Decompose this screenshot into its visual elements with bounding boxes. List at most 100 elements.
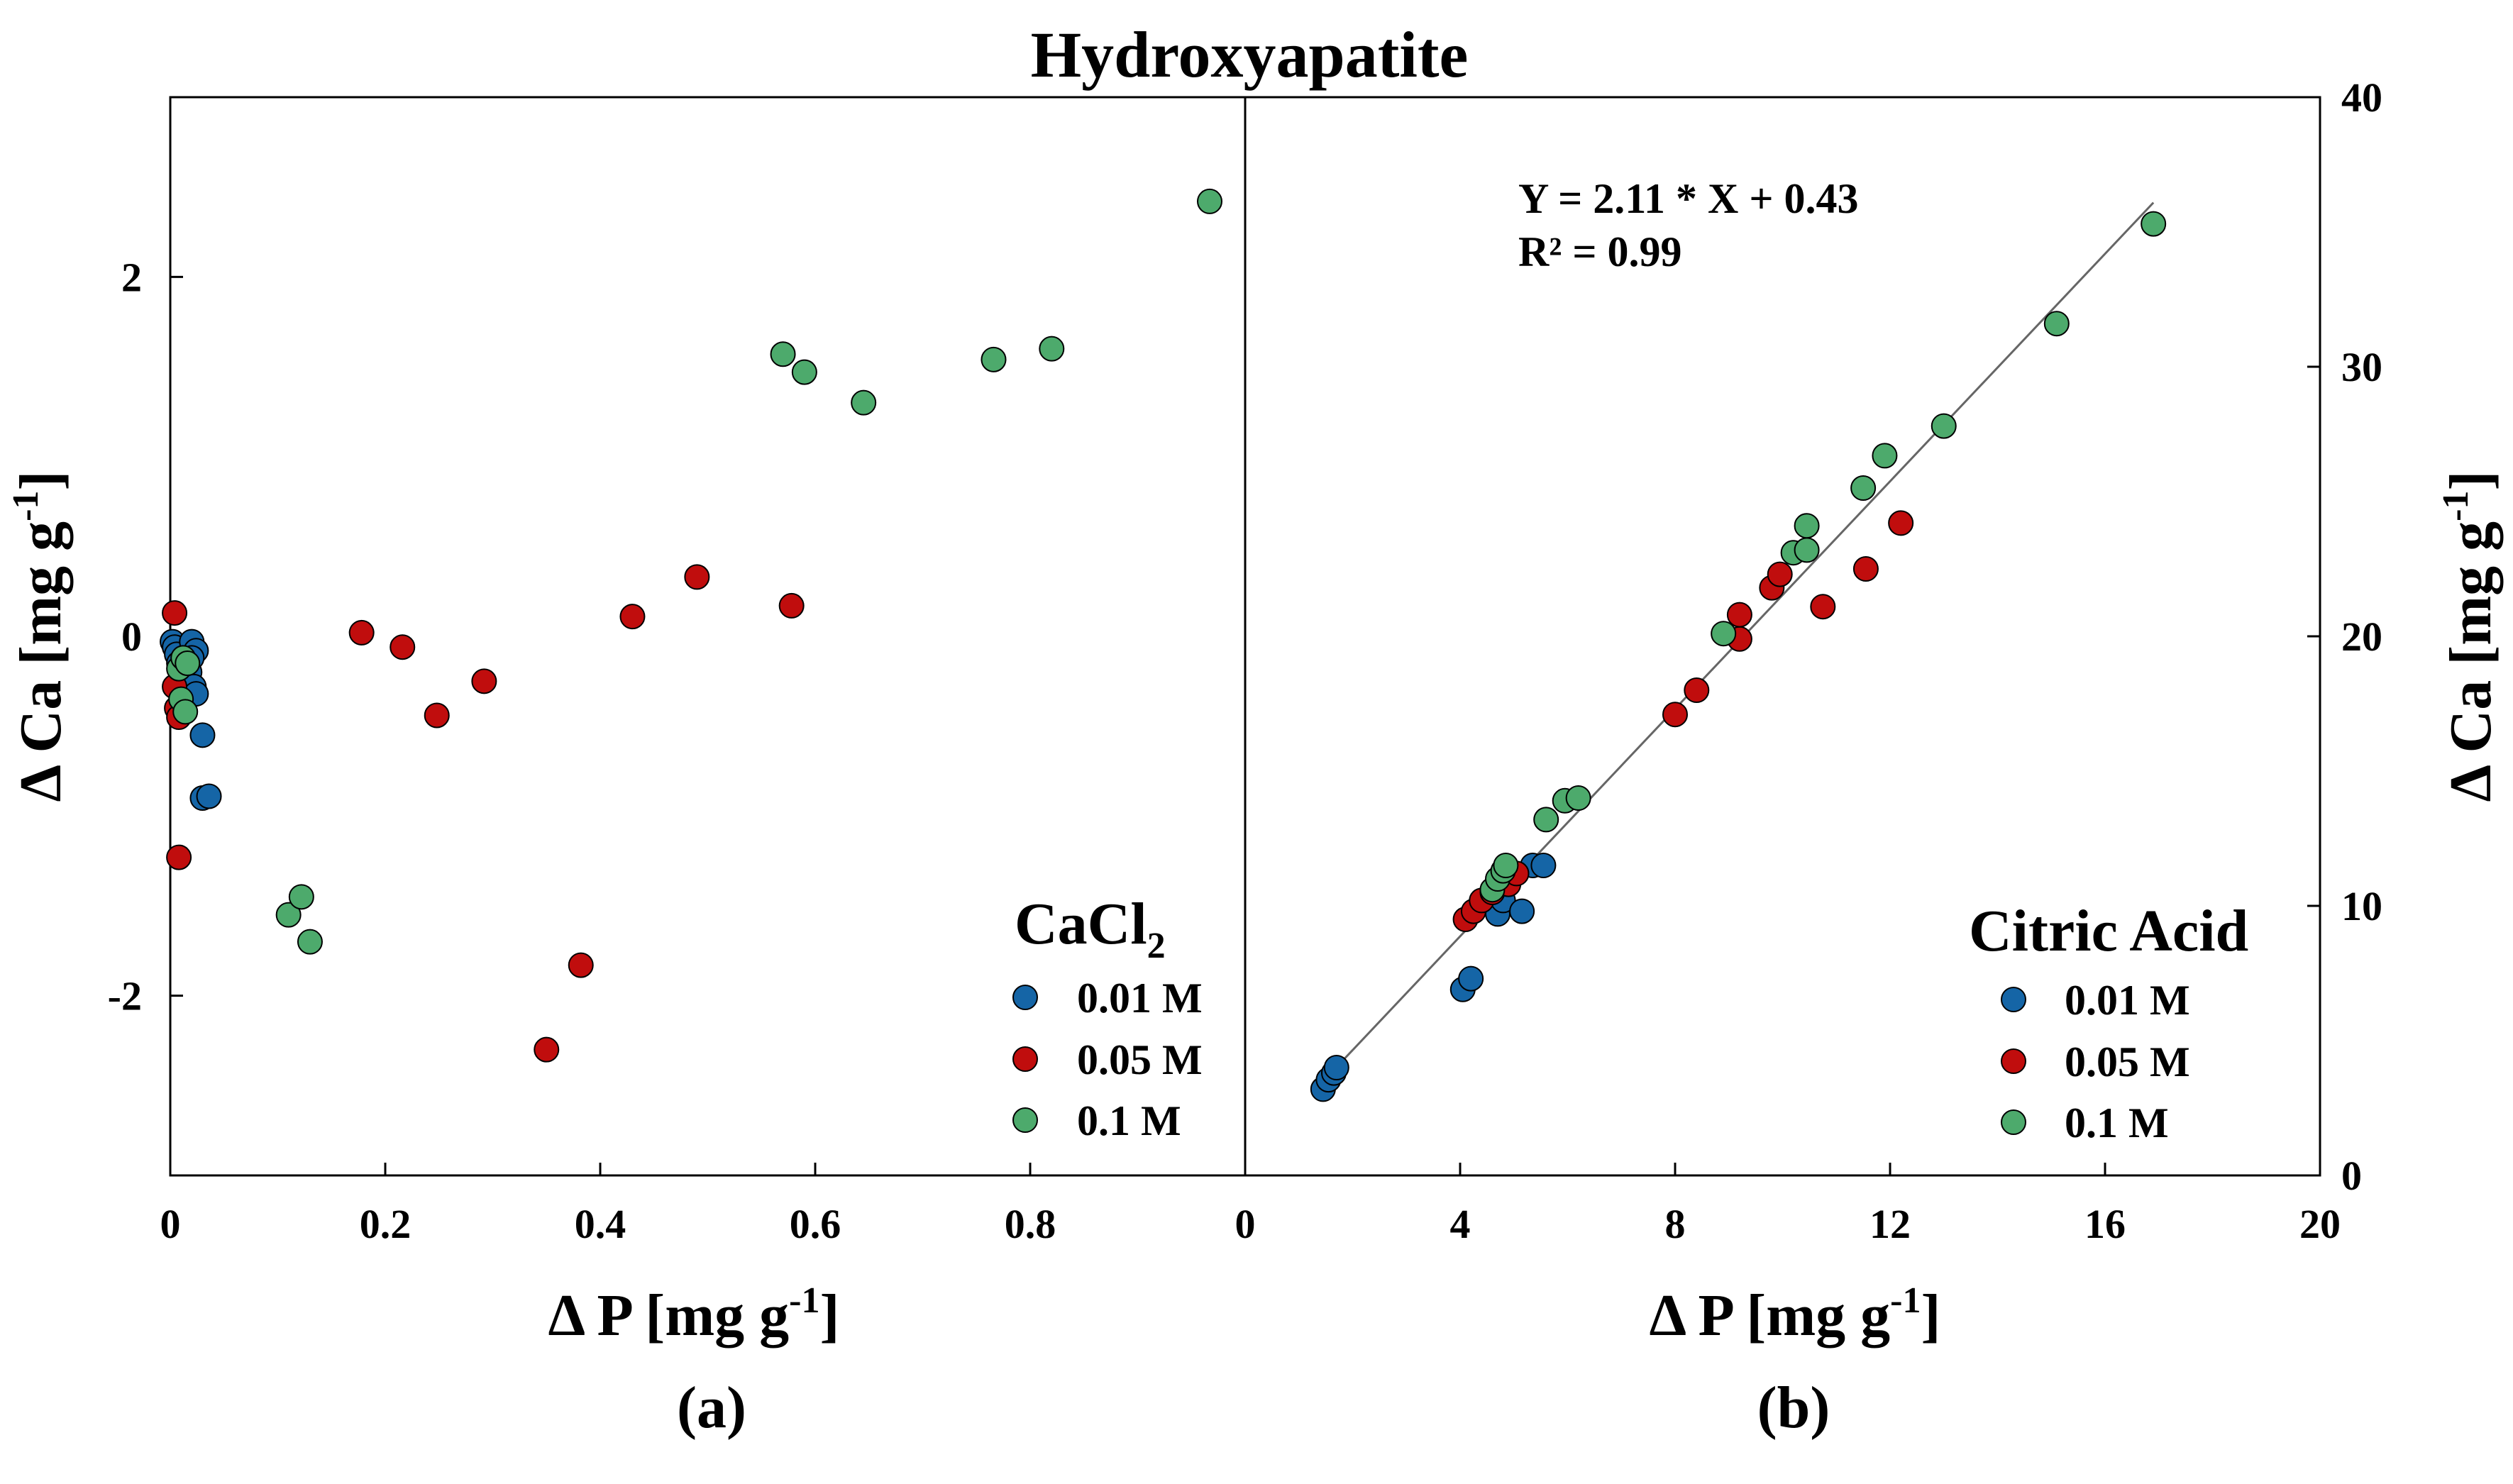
- data-point-0.05m: [568, 952, 594, 978]
- x-tick-label: 0.4: [575, 1201, 626, 1247]
- regression-r-squared: R² = 0.99: [1518, 228, 1682, 275]
- panel-a-xlabel-end: ]: [820, 1283, 840, 1349]
- data-point-0.05m: [1852, 556, 1879, 582]
- data-point-0.1m: [175, 650, 201, 676]
- data-point-0.01m: [1323, 1055, 1349, 1080]
- x-tick-label: 0: [160, 1201, 181, 1247]
- panel-a-ticks: 0 0.2 0.4 0.6 0.8 -2 0 2: [108, 254, 1056, 1247]
- x-tick-label: 20: [2299, 1201, 2341, 1247]
- x-tick-label: 12: [1869, 1201, 1911, 1247]
- legend-cacl2-title-sub: 2: [1147, 926, 1166, 966]
- data-point-0.1m: [288, 884, 314, 910]
- legend-cacl2-label-0.05: 0.05 M: [1077, 1036, 1203, 1083]
- data-point-0.05m: [1888, 510, 1914, 536]
- figure-title: Hydroxyapatite: [1031, 18, 1469, 91]
- data-point-0.1m: [2043, 311, 2070, 337]
- x-tick-label: 16: [2084, 1201, 2126, 1247]
- legend-cacl2-label-0.01: 0.01 M: [1077, 975, 1203, 1021]
- panel-a-xlabel-main: Δ P [mg g: [548, 1283, 790, 1349]
- panel-b-points: [1310, 211, 2167, 1102]
- data-point-0.1m: [297, 929, 323, 955]
- data-point-0.1m: [791, 359, 817, 385]
- y-tick-label: 2: [121, 254, 142, 300]
- data-point-0.05m: [1662, 702, 1688, 728]
- y-tick-label: 10: [2341, 883, 2382, 929]
- legend-cacl2-marker-0.05: [1012, 1046, 1038, 1072]
- panel-a-ylabel-sup: -1: [6, 491, 46, 521]
- data-point-0.05m: [162, 600, 188, 626]
- data-point-0.1m: [981, 346, 1007, 372]
- data-point-0.05m: [778, 592, 805, 619]
- x-tick-label: 8: [1665, 1201, 1686, 1247]
- legend-citric-marker-0.05: [2001, 1048, 2026, 1074]
- data-point-0.1m: [275, 902, 302, 928]
- panel-a-ylabel-main: Δ Ca [mg g: [8, 521, 74, 802]
- data-point-0.1m: [770, 341, 796, 367]
- data-point-0.1m: [1565, 785, 1591, 811]
- data-point-0.1m: [1711, 621, 1737, 647]
- panel-b-ylabel-main: Δ Ca [mg g: [2438, 521, 2504, 802]
- y-tick-label: 0: [121, 614, 142, 660]
- data-point-0.1m: [2141, 211, 2167, 237]
- data-point-0.1m: [1794, 513, 1820, 539]
- y-tick-label: -2: [108, 973, 142, 1019]
- y-tick-label: 0: [2341, 1153, 2362, 1199]
- legend-citric-label-0.1: 0.1 M: [2065, 1100, 2169, 1146]
- axes-frame: [169, 96, 2321, 1177]
- panel-b-ylabel-end: ]: [2438, 471, 2504, 491]
- panel-b-xlabel: Δ P [mg g-1]: [1650, 1280, 1941, 1349]
- panel-b-xlabel-main: Δ P [mg g: [1650, 1283, 1891, 1349]
- y-tick-label: 20: [2341, 614, 2382, 660]
- panel-b-xlabel-end: ]: [1921, 1283, 1941, 1349]
- x-tick-label: 4: [1450, 1201, 1471, 1247]
- data-point-0.1m: [172, 699, 199, 725]
- legend-cacl2: CaCl2 0.01 M 0.05 M 0.1 M: [1012, 891, 1203, 1144]
- data-point-0.1m: [1197, 188, 1223, 214]
- panel-a-ylabel: Δ Ca [mg g-1]: [6, 471, 74, 802]
- x-tick-label: 0.2: [360, 1201, 412, 1247]
- data-point-0.01m: [189, 722, 216, 748]
- data-point-0.05m: [619, 604, 646, 630]
- legend-citric-title: Citric Acid: [1969, 898, 2248, 964]
- data-point-0.05m: [390, 634, 416, 660]
- panel-b-ylabel: Δ Ca [mg g-1]: [2436, 471, 2504, 802]
- panel-a-points: [160, 188, 1223, 1063]
- panel-b-label: (b): [1757, 1375, 1830, 1441]
- legend-cacl2-marker-0.1: [1012, 1107, 1038, 1133]
- data-point-0.1m: [1039, 336, 1065, 362]
- legend-citric-acid: Citric Acid 0.01 M 0.05 M 0.1 M: [1969, 898, 2248, 1146]
- data-point-0.1m: [1794, 537, 1820, 563]
- data-point-0.01m: [1509, 898, 1535, 924]
- data-point-0.05m: [1810, 594, 1836, 620]
- data-point-0.05m: [424, 702, 450, 729]
- legend-cacl2-title: CaCl2: [1015, 891, 1166, 966]
- data-point-0.1m: [1931, 413, 1957, 439]
- panel-b-xlabel-sup: -1: [1890, 1280, 1921, 1321]
- y-tick-label: 40: [2341, 74, 2382, 121]
- y-tick-label: 30: [2341, 344, 2382, 390]
- data-point-0.1m: [1493, 853, 1519, 878]
- data-point-0.05m: [1726, 602, 1752, 628]
- data-point-0.01m: [1530, 853, 1557, 878]
- legend-citric-label-0.05: 0.05 M: [2065, 1039, 2190, 1085]
- data-point-0.1m: [1872, 443, 1898, 469]
- data-point-0.05m: [1684, 677, 1710, 703]
- data-point-0.1m: [1850, 475, 1877, 501]
- legend-citric-marker-0.01: [2001, 987, 2026, 1012]
- data-point-0.05m: [471, 668, 497, 694]
- regression-equation: Y = 2.11 * X + 0.43: [1518, 175, 1859, 222]
- panel-a-label: (a): [677, 1375, 746, 1441]
- x-tick-label: 0: [1235, 1201, 1256, 1247]
- data-point-0.01m: [196, 783, 222, 809]
- panel-a-xlabel-sup: -1: [789, 1280, 819, 1321]
- data-point-0.05m: [1767, 561, 1793, 587]
- data-point-0.1m: [1533, 807, 1559, 833]
- data-point-0.05m: [348, 619, 375, 646]
- legend-cacl2-marker-0.01: [1012, 985, 1038, 1010]
- data-point-0.01m: [1458, 965, 1484, 992]
- x-tick-label: 0.8: [1005, 1201, 1056, 1247]
- legend-cacl2-title-main: CaCl: [1015, 891, 1147, 957]
- data-point-0.1m: [851, 389, 877, 416]
